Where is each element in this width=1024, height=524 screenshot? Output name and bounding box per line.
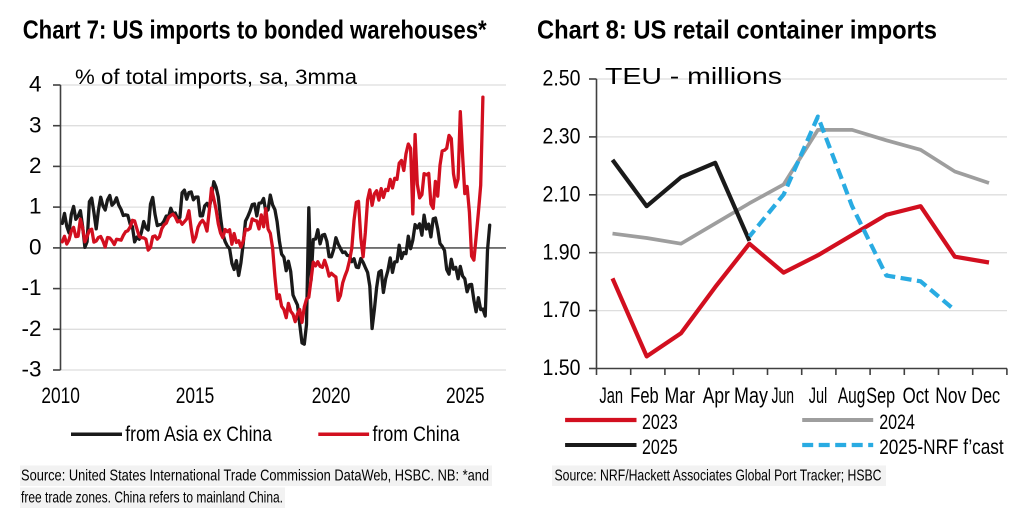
svg-text:-3: -3 <box>21 357 41 382</box>
svg-text:1: 1 <box>29 194 42 219</box>
svg-text:Source: NRF/Hackett Associates: Source: NRF/Hackett Associates Global Po… <box>555 468 882 485</box>
svg-text:2025: 2025 <box>446 383 485 408</box>
svg-text:from China: from China <box>373 423 460 446</box>
svg-text:Jul: Jul <box>809 383 828 408</box>
svg-text:Chart 8: US retail container i: Chart 8: US retail container imports <box>537 15 937 45</box>
svg-text:free trade zones. China refers: free trade zones. China refers to mainla… <box>21 490 283 507</box>
svg-text:2.10: 2.10 <box>543 181 581 206</box>
svg-text:Oct: Oct <box>903 383 930 408</box>
svg-text:Source: United States Internat: Source: United States International Trad… <box>21 468 489 485</box>
svg-text:1.50: 1.50 <box>543 355 581 380</box>
svg-text:2.30: 2.30 <box>543 124 581 149</box>
svg-text:2010: 2010 <box>41 383 80 408</box>
svg-text:Dec: Dec <box>971 383 1000 408</box>
svg-text:2015: 2015 <box>176 383 215 408</box>
svg-text:2025: 2025 <box>642 436 678 459</box>
svg-text:TEU - millions: TEU - millions <box>605 63 782 89</box>
svg-text:2020: 2020 <box>312 383 351 408</box>
svg-text:3: 3 <box>29 112 42 137</box>
svg-text:1.90: 1.90 <box>543 239 581 264</box>
svg-text:Aug: Aug <box>838 383 866 408</box>
svg-text:% of total imports, sa, 3mma: % of total imports, sa, 3mma <box>75 66 357 89</box>
svg-text:Feb: Feb <box>630 383 658 408</box>
svg-text:2024: 2024 <box>879 411 915 434</box>
svg-text:Nov: Nov <box>935 383 967 408</box>
svg-text:from Asia ex China: from Asia ex China <box>125 423 272 446</box>
svg-text:2: 2 <box>29 153 42 178</box>
svg-text:Chart 7: US imports to bonded: Chart 7: US imports to bonded warehouses… <box>23 15 488 45</box>
svg-text:Apr: Apr <box>703 383 730 408</box>
svg-text:2023: 2023 <box>642 411 678 434</box>
svg-text:4: 4 <box>29 72 42 97</box>
svg-text:-2: -2 <box>21 316 41 341</box>
svg-text:-1: -1 <box>21 275 41 300</box>
svg-text:Jun: Jun <box>772 383 795 408</box>
svg-text:Mar: Mar <box>665 383 696 408</box>
svg-text:2025-NRF f’cast: 2025-NRF f’cast <box>879 436 1004 459</box>
svg-text:Jan: Jan <box>599 383 623 408</box>
svg-text:Sep: Sep <box>866 383 895 408</box>
svg-text:1.70: 1.70 <box>543 297 581 322</box>
svg-text:2.50: 2.50 <box>543 66 581 91</box>
svg-text:May: May <box>734 383 768 408</box>
svg-text:0: 0 <box>29 235 42 260</box>
